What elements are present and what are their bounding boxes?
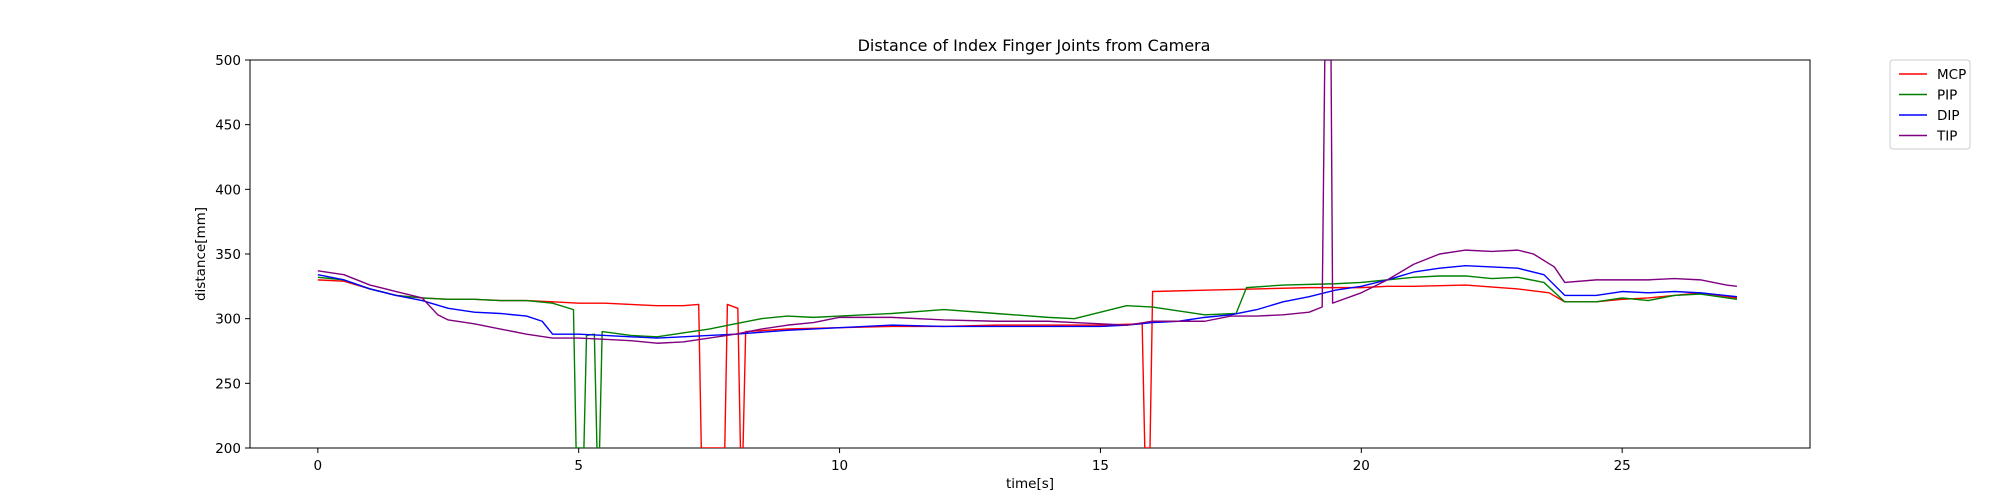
y-tick-label: 450: [215, 118, 241, 134]
y-tick-label: 200: [215, 441, 241, 457]
legend-label-dip: DIP: [1937, 108, 1960, 124]
y-tick-label: 250: [215, 376, 241, 392]
y-axis-label: distance[mm]: [193, 207, 209, 301]
x-axis-label: time[s]: [1006, 476, 1054, 492]
legend-box: [1889, 59, 1971, 150]
series-line-pip: [317, 275, 1738, 448]
y-tick-label: 350: [215, 247, 241, 263]
series-line-dip: [317, 264, 1738, 339]
legend: MCP PIP DIP TIP: [1889, 59, 1971, 150]
x-axis: 0 5 10 15 20 25: [314, 448, 1631, 474]
legend-label-tip: TIP: [1936, 129, 1957, 145]
y-axis: 200 250 300 350 400 450 500: [215, 53, 250, 457]
x-tick-label: 20: [1353, 458, 1370, 474]
plot-area: [249, 59, 1811, 449]
legend-label-mcp: MCP: [1937, 67, 1966, 83]
y-tick-label: 500: [215, 53, 241, 69]
x-tick-label: 25: [1614, 458, 1631, 474]
chart-title: Distance of Index Finger Joints from Cam…: [858, 36, 1211, 55]
series-line-mcp: [317, 279, 1738, 448]
legend-label-pip: PIP: [1937, 88, 1957, 104]
series-line-tip: [317, 60, 1738, 344]
series-group: [317, 60, 1738, 448]
x-tick-label: 5: [574, 458, 583, 474]
y-tick-label: 300: [215, 312, 241, 328]
plot-frame: [249, 59, 1811, 449]
y-tick-label: 400: [215, 182, 241, 198]
x-tick-label: 10: [831, 458, 848, 474]
x-tick-label: 0: [314, 458, 323, 474]
x-tick-label: 15: [1092, 458, 1109, 474]
